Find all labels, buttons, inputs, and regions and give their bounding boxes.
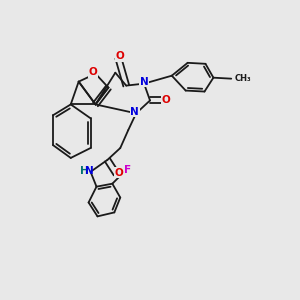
Text: N: N — [140, 77, 148, 87]
Text: CH₃: CH₃ — [235, 74, 251, 83]
Text: H: H — [80, 166, 88, 176]
Text: N: N — [85, 166, 93, 176]
Text: O: O — [116, 51, 124, 62]
Text: O: O — [161, 95, 170, 106]
Text: F: F — [124, 165, 132, 175]
Text: N: N — [130, 107, 139, 117]
Text: O: O — [114, 168, 123, 178]
Text: O: O — [89, 67, 98, 77]
